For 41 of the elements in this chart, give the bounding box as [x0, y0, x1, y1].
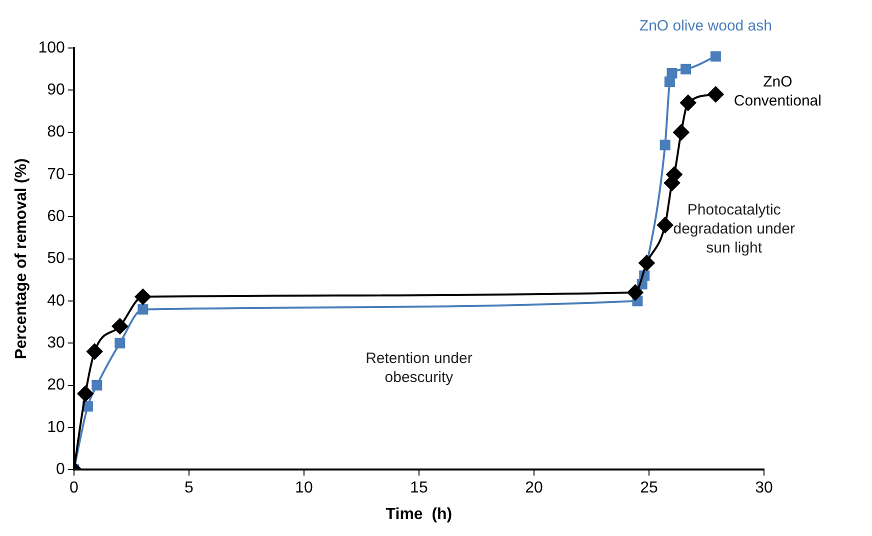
annotation: Retention under obescurity: [366, 350, 472, 386]
point: [638, 255, 655, 272]
x-axis-title: Time (h): [386, 506, 452, 523]
y-tick-label: 30: [47, 334, 65, 352]
point: [666, 68, 678, 79]
y-tick-label: 80: [47, 124, 65, 141]
y-tick-label: 40: [47, 292, 65, 310]
x-tick-label: 20: [525, 480, 543, 497]
point: [657, 217, 674, 234]
point: [134, 288, 151, 305]
y-tick-label: 0: [56, 461, 65, 478]
x-tick-label: 30: [755, 480, 773, 497]
point: [660, 140, 670, 150]
y-tick-label: 20: [47, 376, 65, 394]
x-tick-label: 25: [640, 480, 658, 497]
y-axis-title: Percentage of removal (%): [13, 158, 30, 360]
y-tick-label: 50: [47, 250, 65, 268]
point: [138, 304, 148, 315]
y-tick-label: 70: [47, 166, 65, 183]
y-tick-label: 100: [38, 39, 65, 56]
point: [708, 86, 724, 102]
x-tick-label: 0: [69, 480, 78, 497]
point: [627, 284, 644, 301]
point: [710, 51, 721, 62]
y-tick-label: 60: [47, 208, 65, 226]
annotation: Photocatalytic degradation under sun light: [673, 201, 795, 256]
x-tick-label: 15: [410, 480, 428, 497]
point: [92, 380, 102, 391]
point: [114, 338, 126, 348]
point: [680, 64, 692, 74]
point: [86, 344, 103, 360]
series-label: ZnO olive wood ash: [639, 18, 772, 35]
series-label: ZnO Conventional: [734, 74, 822, 110]
point: [112, 318, 128, 334]
y-tick-label: 10: [47, 418, 65, 436]
x-tick-label: 5: [184, 480, 194, 497]
point: [77, 386, 94, 402]
y-tick-label: 90: [47, 82, 65, 99]
point: [673, 124, 690, 140]
x-tick-label: 10: [295, 480, 313, 497]
point: [680, 94, 696, 111]
